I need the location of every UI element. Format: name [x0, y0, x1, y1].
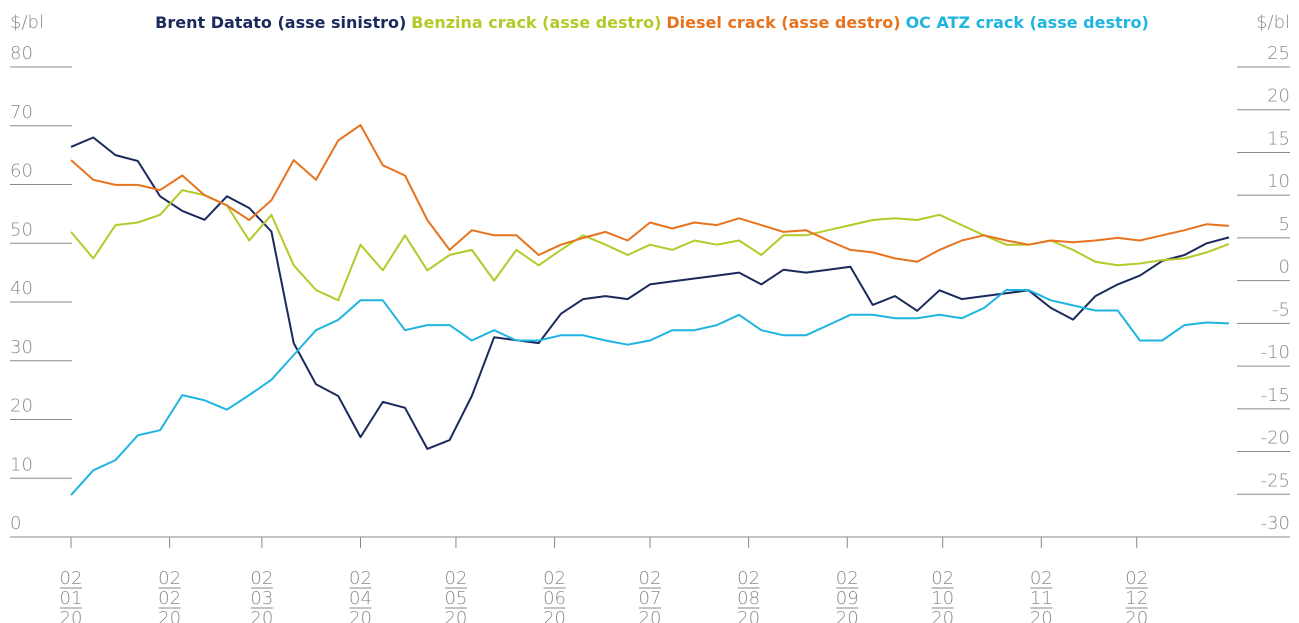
- series-line: [70, 124, 1230, 263]
- x-tick-label: 20: [543, 608, 566, 623]
- legend-entry: Diesel crack (asse destro): [666, 13, 900, 32]
- x-tick-label: 07: [639, 588, 662, 609]
- x-tick-label: 09: [836, 588, 859, 609]
- x-tick-label: 20: [250, 608, 273, 623]
- y-tick-label: 50: [10, 219, 33, 240]
- y-tick-label: 70: [10, 102, 33, 123]
- y2-tick-label: -5: [1272, 299, 1290, 320]
- series-line: [70, 289, 1230, 496]
- x-tick-label: 02: [1125, 568, 1148, 589]
- x-tick-label: 12: [1125, 588, 1148, 609]
- x-tick-label: 20: [349, 608, 372, 623]
- x-tick-label: 10: [931, 588, 954, 609]
- y2-tick-label: 25: [1267, 43, 1290, 64]
- x-tick-label: 05: [444, 588, 467, 609]
- x-tick-label: 11: [1030, 588, 1053, 609]
- x-tick-label: 02: [737, 568, 760, 589]
- x-tick-label: 03: [250, 588, 273, 609]
- legend-entry: OC ATZ crack (asse destro): [906, 13, 1149, 32]
- x-tick-label: 20: [639, 608, 662, 623]
- y2-tick-label: -20: [1261, 428, 1290, 449]
- y2-tick-label: -10: [1261, 342, 1290, 363]
- x-tick-label: 04: [349, 588, 372, 609]
- legend-entry: Brent Datato (asse sinistro): [155, 13, 406, 32]
- y2-tick-label: -30: [1261, 513, 1290, 534]
- x-tick-label: 01: [60, 588, 83, 609]
- x-tick-label: 02: [639, 568, 662, 589]
- x-tick-label: 08: [737, 588, 760, 609]
- x-tick-label: 02: [543, 568, 566, 589]
- legend: Brent Datato (asse sinistro) Benzina crac…: [155, 13, 1149, 32]
- x-tick-label: 02: [444, 568, 467, 589]
- y2-tick-label: 5: [1279, 214, 1290, 235]
- y2-tick-label: 20: [1267, 86, 1290, 107]
- y2-tick-label: -15: [1261, 385, 1290, 406]
- x-tick-label: 02: [158, 568, 181, 589]
- y-tick-label: 60: [10, 161, 33, 182]
- series-line: [70, 136, 1230, 450]
- y2-tick-label: 15: [1267, 128, 1290, 149]
- x-tick-label: 20: [60, 608, 83, 623]
- y2-tick-label: -25: [1261, 470, 1290, 491]
- x-tick-label: 02: [349, 568, 372, 589]
- x-tick-label: 20: [931, 608, 954, 623]
- x-tick-label: 02: [60, 568, 83, 589]
- y-tick-label: 40: [10, 278, 33, 299]
- x-tick-label: 20: [836, 608, 859, 623]
- x-tick-label: 02: [250, 568, 273, 589]
- x-tick-label: 20: [158, 608, 181, 623]
- x-tick-label: 02: [1030, 568, 1053, 589]
- y-tick-label: 0: [10, 513, 21, 534]
- x-tick-label: 20: [1030, 608, 1053, 623]
- x-tick-label: 02: [836, 568, 859, 589]
- x-tick-label: 20: [737, 608, 760, 623]
- y2-axis-label: $/bl: [1256, 12, 1290, 33]
- legend-entry: Benzina crack (asse destro): [411, 13, 661, 32]
- y-tick-label: 30: [10, 337, 33, 358]
- x-tick-label: 06: [543, 588, 566, 609]
- y2-tick-label: 10: [1267, 171, 1290, 192]
- x-tick-label: 02: [931, 568, 954, 589]
- x-tick-label: 20: [1125, 608, 1148, 623]
- y-tick-label: 10: [10, 454, 33, 475]
- x-tick-label: 02: [158, 588, 181, 609]
- y-tick-label: 80: [10, 43, 33, 64]
- y-axis-label: $/bl: [10, 12, 44, 33]
- x-tick-label: 20: [444, 608, 467, 623]
- y-tick-label: 20: [10, 396, 33, 417]
- y2-tick-label: 0: [1279, 257, 1290, 278]
